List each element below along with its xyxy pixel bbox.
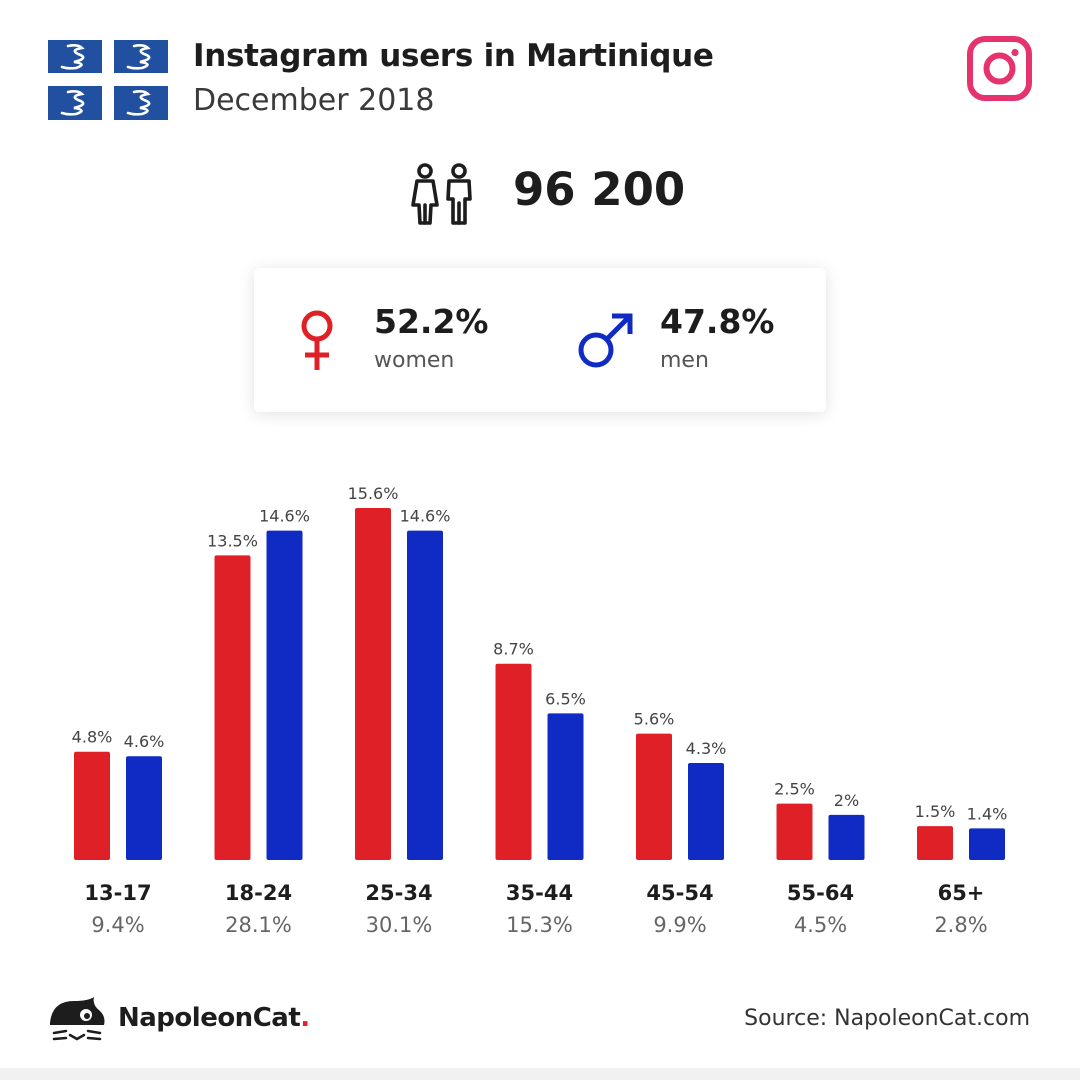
footer-strip [0,1068,1080,1080]
brand-name: NapoleonCat. [118,1003,310,1033]
age-bar-chart: 4.8% 4.6%13-179.4%13.5%14.6%18-2428.1%15.… [72,484,1008,937]
page-subtitle: December 2018 [193,83,435,118]
women-bar-65+ [917,826,953,860]
men-value-label-25-34: 14.6% [400,507,451,526]
men-bar-13-17 [126,756,162,860]
men-value-label-55-64: 2% [834,791,859,810]
women-bar-55-64 [776,803,813,860]
men-value-label-13-17: 4.6% [124,732,165,751]
brand-dot: . [300,1003,310,1033]
women-value-label-25-34: 15.6% [348,484,399,503]
total-users: 96 200 [513,163,686,216]
women-bar-45-54 [636,733,672,860]
women-bar-35-44 [495,663,532,860]
source-text: Source: NapoleonCat.com [744,1006,1030,1031]
women-value-label-55-64: 2.5% [774,780,815,799]
men-bar-45-54 [688,762,724,860]
category-label-13-17: 13-17 [84,881,151,905]
category-total-55-64: 4.5% [794,913,847,937]
female-symbol-icon [301,310,333,370]
men-value-label-35-44: 6.5% [545,689,586,708]
men-value-label-18-24: 14.6% [259,507,310,526]
women-bar-13-17 [74,751,110,860]
gender-card: 52.2% women 47.8% men [254,268,826,412]
martinique-flag-icon [48,40,168,120]
women-percent: 52.2% [374,302,489,341]
napoleoncat-logo-icon [50,997,105,1041]
women-value-label-35-44: 8.7% [493,640,534,659]
instagram-icon [967,36,1032,101]
category-label-55-64: 55-64 [787,881,854,905]
men-bar-65+ [969,828,1005,860]
category-total-35-44: 15.3% [506,913,573,937]
women-value-label-18-24: 13.5% [207,531,258,550]
women-bar-25-34 [355,508,391,860]
women-bar-18-24 [214,555,251,860]
category-total-25-34: 30.1% [366,913,433,937]
category-label-35-44: 35-44 [506,881,573,905]
men-bar-18-24 [266,530,303,860]
women-value-label-13-17: 4.8% [72,728,113,747]
men-value-label-45-54: 4.3% [686,739,727,758]
category-label-65+: 65+ [938,881,985,905]
women-value-label-65+: 1.5% [915,802,956,821]
category-total-13-17: 9.4% [91,913,144,937]
women-label: women [374,348,455,373]
category-total-65+: 2.8% [934,913,987,937]
men-bar-25-34 [407,530,443,860]
women-value-label-45-54: 5.6% [634,710,675,729]
men-value-label-65+: 1.4% [967,804,1008,823]
category-total-18-24: 28.1% [225,913,292,937]
male-symbol-icon [578,313,633,368]
men-percent: 47.8% [660,302,775,341]
men-label: men [660,348,709,373]
category-label-25-34: 25-34 [365,881,432,905]
page-title: Instagram users in Martinique [193,38,714,74]
brand-text: NapoleonCat [118,1003,301,1033]
men-bar-55-64 [828,814,865,860]
category-label-18-24: 18-24 [225,881,292,905]
users-icon [411,163,472,225]
men-bar-35-44 [547,713,584,860]
category-label-45-54: 45-54 [646,881,713,905]
category-total-45-54: 9.9% [653,913,706,937]
